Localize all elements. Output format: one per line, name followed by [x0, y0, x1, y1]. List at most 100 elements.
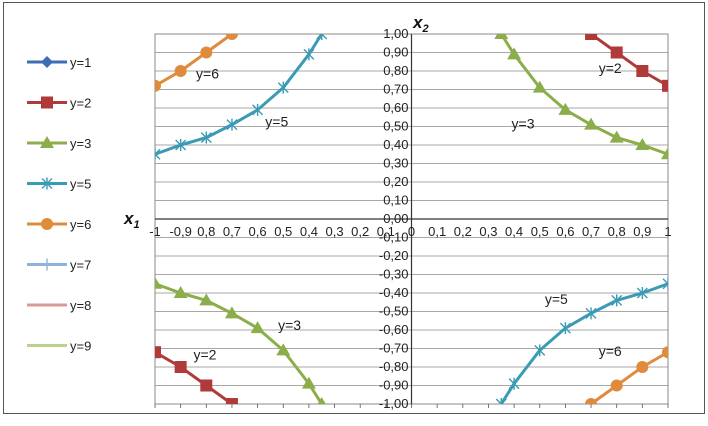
x-tick-label: 0,1 — [428, 224, 446, 239]
legend-label: y=9 — [70, 339, 91, 354]
curve-annotation: y=5 — [265, 114, 288, 130]
y-tick-label: 0,20 — [383, 174, 408, 189]
x-tick-label: 0,5 — [274, 224, 292, 239]
legend-marker — [41, 56, 53, 68]
legend-item: y=9 — [27, 339, 91, 354]
series-line — [500, 34, 668, 156]
y-tick-label: -0,10 — [379, 230, 409, 245]
legend-label: y=8 — [70, 298, 91, 313]
data-point — [301, 376, 316, 389]
data-point — [155, 79, 161, 92]
data-point — [610, 379, 623, 392]
legend-item: y=5 — [27, 177, 91, 192]
legend-marker — [41, 96, 53, 109]
data-point — [662, 277, 668, 290]
x-tick-label: 0,2 — [351, 224, 369, 239]
legend: y=1 y=2 y=3 y=5 y=6 y=7 y=8 y=9 — [27, 55, 91, 354]
series-y-6 — [155, 34, 668, 404]
y-tick-label: 0,90 — [383, 45, 408, 60]
y-tick-label: 0,10 — [383, 193, 408, 208]
data-point — [200, 131, 212, 144]
axes — [155, 34, 668, 404]
y-tick-label: 0,60 — [383, 100, 408, 115]
y-tick-label: -0,60 — [379, 322, 409, 337]
data-point — [277, 81, 289, 94]
data-point — [532, 80, 547, 93]
data-point — [317, 397, 326, 404]
data-point — [155, 276, 162, 289]
legend-marker — [40, 136, 54, 148]
y-tick-label: -0,70 — [379, 341, 409, 356]
curve-annotation: y=2 — [193, 347, 216, 363]
x-tick-label: 0,9 — [633, 224, 651, 239]
series-line — [155, 34, 233, 88]
legend-item: y=8 — [27, 298, 91, 313]
curve-annotation: y=5 — [545, 291, 568, 307]
x-tick-label: 0,7 — [582, 224, 600, 239]
y-tick-label: 0,70 — [383, 82, 408, 97]
x-tick-label: 0,7 — [223, 224, 241, 239]
x-tick-label: 0,4 — [505, 224, 523, 239]
x-tick-label: 0,6 — [249, 224, 267, 239]
data-point — [303, 48, 315, 61]
x-tick-label: 0,2 — [454, 224, 472, 239]
y-tick-label: 0,30 — [383, 156, 408, 171]
series-y-2 — [155, 34, 668, 404]
x-tick-label: 0 — [408, 224, 415, 239]
data-point — [200, 46, 213, 59]
data-point — [585, 307, 597, 320]
data-point — [316, 34, 328, 40]
data-point — [225, 398, 238, 404]
curve-annotation: y=6 — [196, 65, 219, 81]
data-point — [610, 46, 623, 59]
y-tick-label: -0,40 — [379, 285, 409, 300]
y-tick-label: 0,80 — [383, 63, 408, 78]
data-point — [585, 34, 598, 40]
legend-item: y=6 — [27, 217, 91, 232]
x-tick-label: -1 — [149, 224, 161, 239]
x-tick-label: 0,6 — [556, 224, 574, 239]
legend-item: y=2 — [27, 96, 91, 111]
series-group — [155, 34, 668, 404]
data-point — [252, 103, 264, 116]
legend-marker — [41, 218, 53, 230]
y-axis-label: x2 — [412, 13, 429, 35]
data-point — [662, 346, 668, 359]
x-tick-label: -0,9 — [169, 224, 191, 239]
y-tick-label: -0,80 — [379, 359, 409, 374]
data-point — [534, 344, 546, 357]
legend-label: y=5 — [70, 177, 91, 192]
data-point — [224, 306, 239, 319]
y-tick-label: -0,50 — [379, 304, 409, 319]
legend-label: y=6 — [70, 217, 91, 232]
data-point — [507, 47, 522, 60]
y-tick-label: -0,90 — [379, 378, 409, 393]
y-tick-label: 1,00 — [383, 26, 408, 41]
data-point — [609, 130, 624, 143]
y-tick-label: 0,40 — [383, 137, 408, 152]
data-point — [508, 377, 520, 390]
data-point — [175, 139, 187, 151]
series-line — [155, 34, 323, 156]
y-tick-label: 0,50 — [383, 119, 408, 134]
data-point — [155, 148, 161, 161]
x-tick-label: 0,3 — [326, 224, 344, 239]
series-line — [590, 350, 668, 404]
series-line — [155, 350, 233, 404]
data-point — [636, 361, 649, 373]
x-tick-label: 0,3 — [479, 224, 497, 239]
annotations: y=2 y=3 y=5 y=6 y=3 y=2 y=5 y=6 — [193, 60, 621, 363]
series-line — [155, 282, 323, 404]
x-axis-label: x1 — [123, 209, 140, 231]
data-point — [494, 34, 509, 39]
data-point — [636, 287, 648, 299]
x-tick-label: 0,8 — [197, 224, 215, 239]
legend-item: y=3 — [27, 136, 91, 151]
legend-marker — [41, 177, 53, 190]
curve-annotation: y=3 — [278, 317, 301, 333]
x-tick-labels: -1 -0,9 0,8 0,7 0,6 0,5 0,4 0,3 0,2 0,1 0 0,1 0,2 0,3… — [149, 224, 671, 239]
x-tick-label: 0,5 — [531, 224, 549, 239]
legend-label: y=3 — [70, 136, 91, 151]
legend-label: y=1 — [70, 55, 91, 70]
